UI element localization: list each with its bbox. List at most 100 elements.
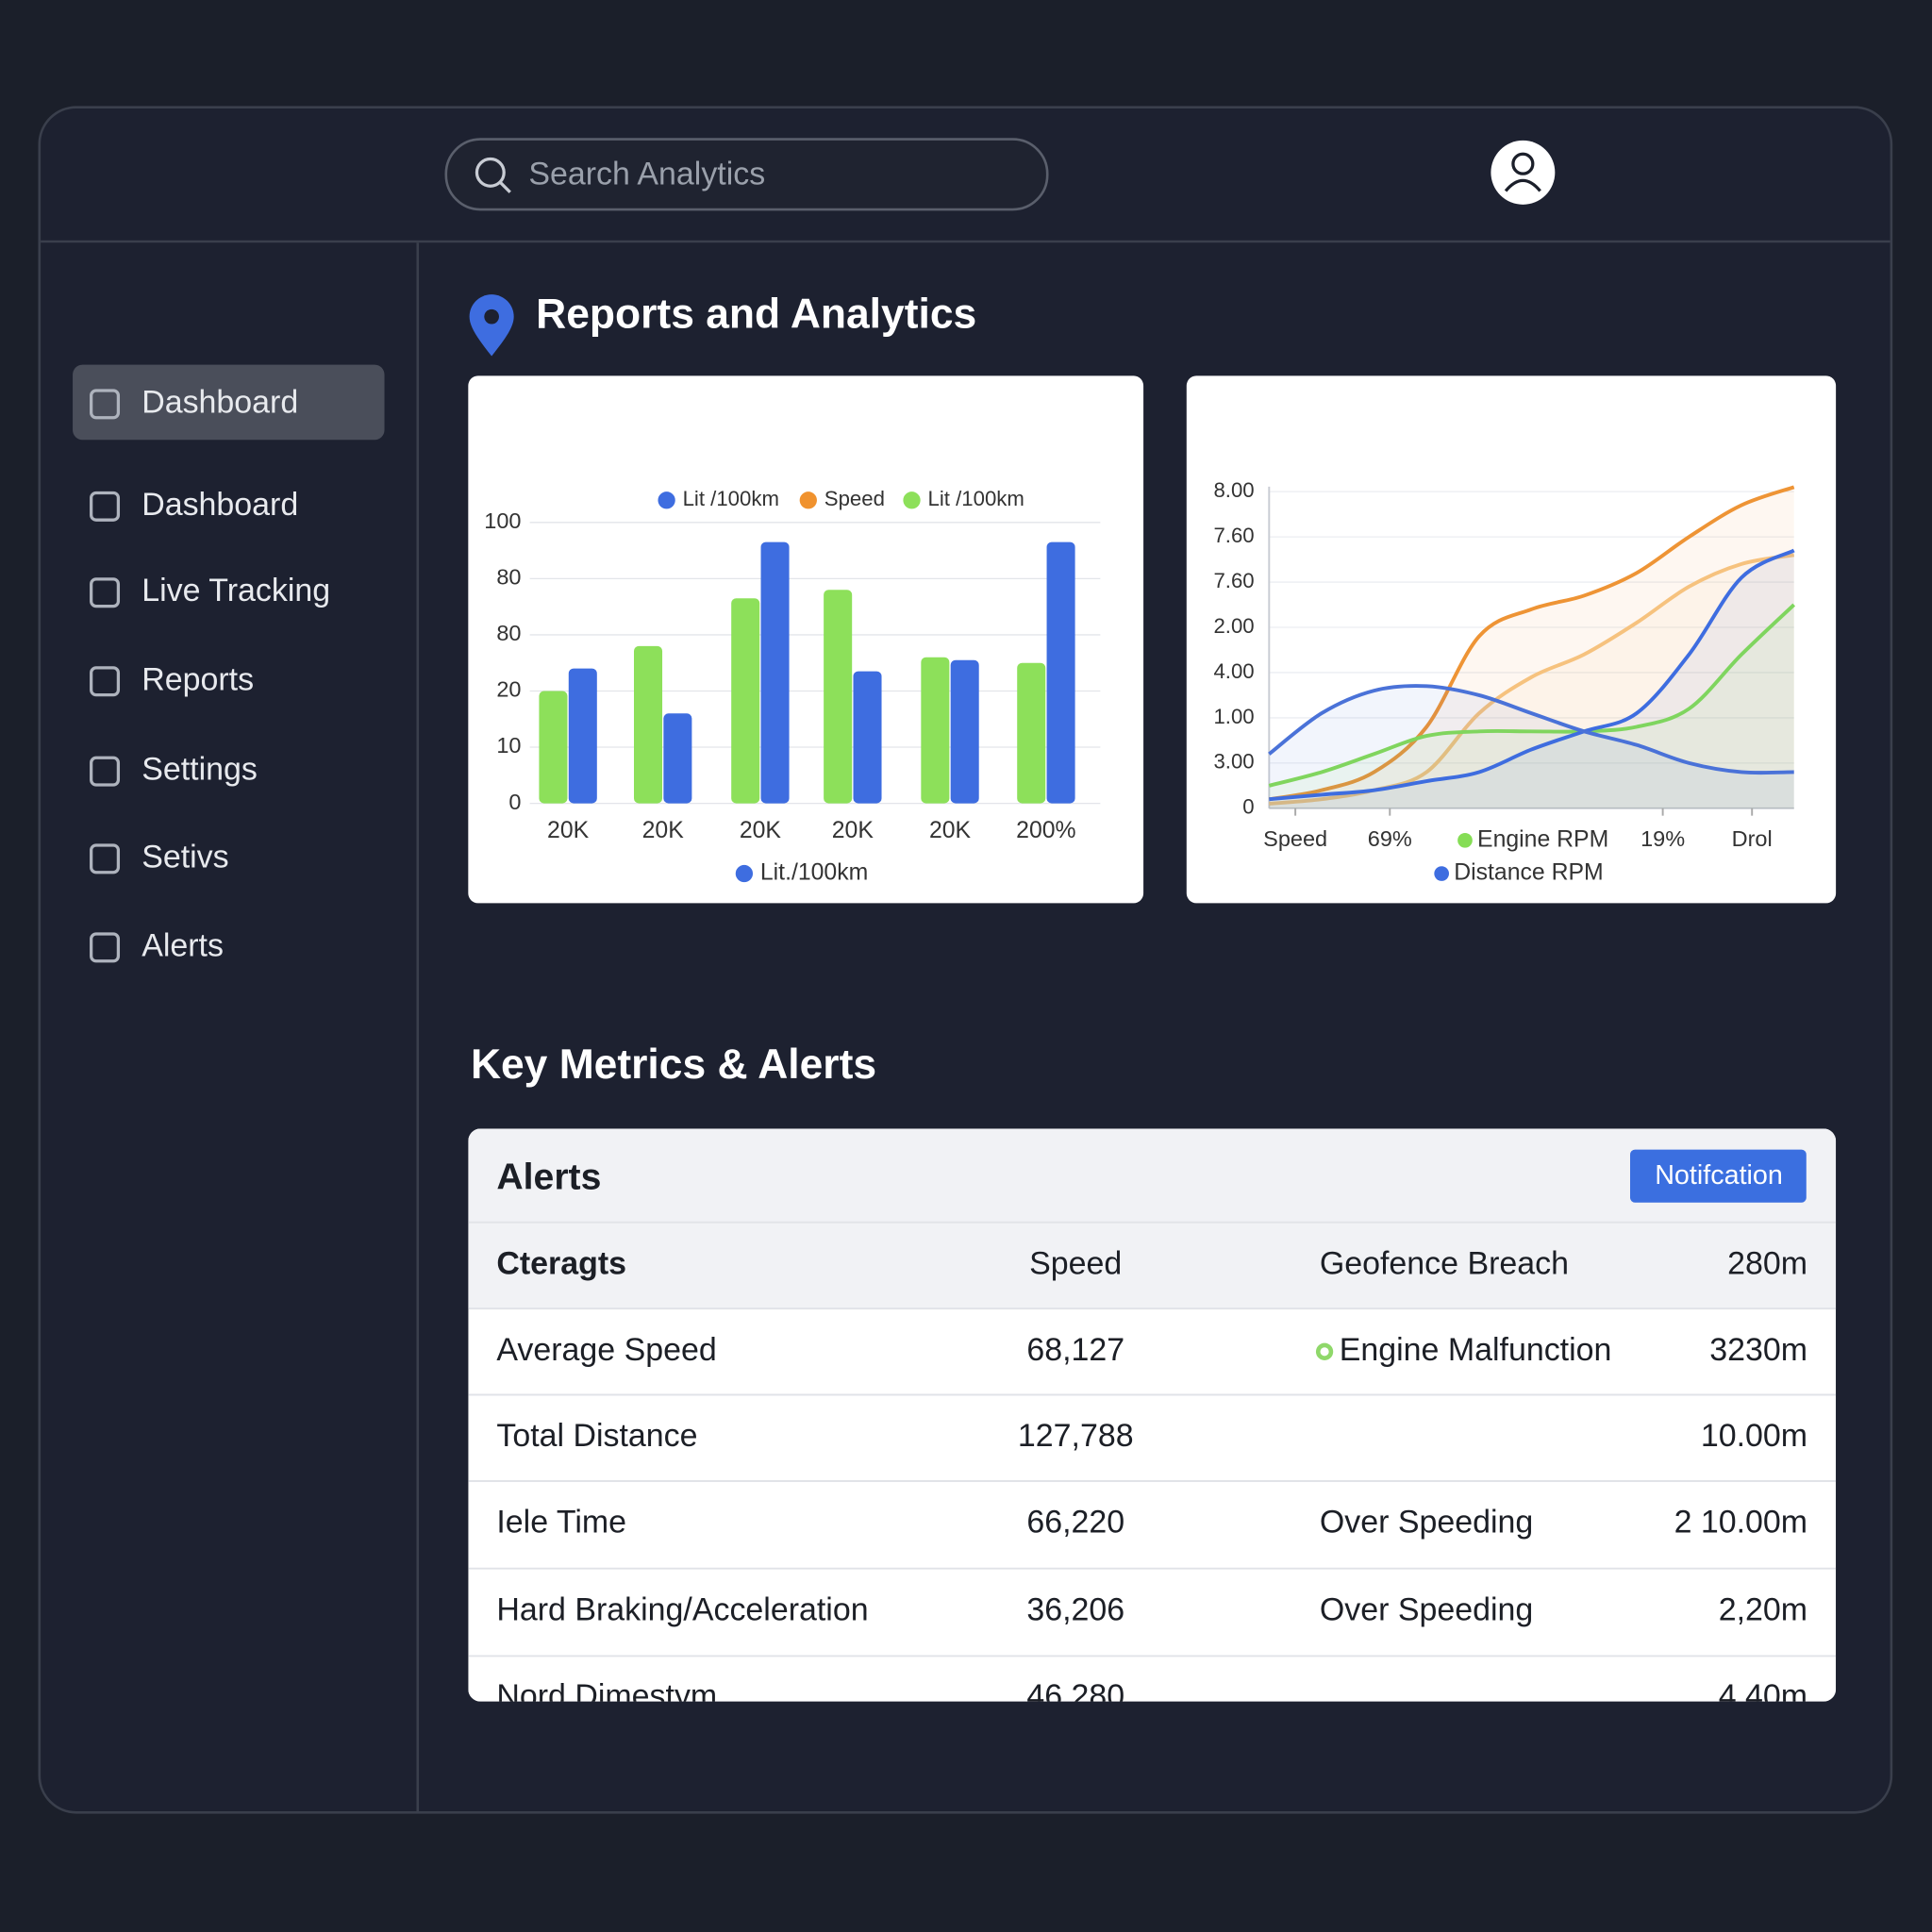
line-area [1269,605,1794,808]
legend-marker [1457,832,1473,848]
search-icon-handle [499,181,511,193]
sidebar-label[interactable]: Alerts [142,927,224,963]
sidebar-item[interactable]: Settings [90,752,258,788]
sidebar-item[interactable]: Dashboard [90,487,299,523]
y-tick-label: 0 [508,790,521,814]
sidebar-item[interactable]: Live Tracking [90,573,331,608]
table-cell: Average Speed [496,1332,716,1368]
sidebar-active[interactable] [73,364,385,441]
bar [1046,541,1075,804]
y-tick-label: 0 [1242,795,1254,819]
table-cell: Engine Malfunction [1340,1332,1612,1368]
y-tick-label: 100 [484,508,521,533]
sidebar-label[interactable]: Setivs [142,839,228,874]
table-cell: 127,788 [1018,1418,1134,1454]
table-cell: Iele Time [496,1505,626,1541]
x-label-marker [735,864,754,883]
status-icon-inner [1320,1347,1329,1357]
x-tick-label: 20K [832,818,874,843]
search-placeholder: Search Analytics [528,157,765,192]
x-tick-label: 20K [929,818,972,843]
table-cell: 36,206 [1026,1591,1124,1627]
table-cell: 4.40m [1719,1678,1807,1714]
table-cell: Speed [1029,1245,1122,1281]
sidebar-item[interactable]: Dashboard [90,384,299,420]
line-series [1268,684,1794,775]
bar [760,541,790,804]
legend-marker [658,491,675,509]
x-tick-label: 20K [642,818,685,843]
x-axis-label: Lit./100km [760,860,868,886]
bar [539,691,568,804]
table-cell: Total Distance [496,1418,697,1454]
sidebar-icon [90,389,121,420]
line-area [1269,487,1794,808]
y-tick-label: 3.00 [1213,750,1254,774]
bar [634,645,663,804]
bar [731,598,760,804]
notification-button[interactable] [1630,1149,1807,1203]
x-tick-label: 69% [1368,826,1412,851]
y-tick-label: 1.00 [1213,705,1254,728]
sidebar-label[interactable]: Dashboard [142,384,298,420]
x-tick-label: 20K [547,818,590,843]
x-tick-label: 20K [740,818,782,843]
x-tick-label: 19% [1641,826,1685,851]
table-title: Alerts [496,1157,601,1197]
sidebar-label[interactable]: Reports [142,661,254,697]
table-cell: Nord Dimestym [496,1678,717,1714]
section-title: Reports and Analytics [536,291,976,337]
sidebar-icon [90,756,121,787]
sidebar-label[interactable]: Live Tracking [142,573,330,608]
y-tick-label: 20 [496,677,521,702]
avatar[interactable] [1491,140,1556,205]
y-tick-label: 80 [496,565,521,590]
line-chart-card [1186,375,1837,904]
sidebar-item[interactable]: Setivs [90,839,229,874]
pin-icon [469,294,514,357]
table-head [468,1128,1837,1309]
bar [853,671,882,804]
table-cell: Over Speeding [1320,1591,1533,1627]
bar [568,668,597,804]
table-cell: 10.00m [1701,1418,1807,1454]
table-cell: Hard Braking/Acceleration [496,1591,868,1627]
sidebar-item[interactable]: Reports [90,661,254,697]
sidebar-icon [90,932,121,963]
sidebar-icon [90,843,121,874]
sidebar-label[interactable]: Settings [142,752,258,788]
x-tick-label: Drol [1732,826,1773,851]
table-cell: Cteragts [496,1245,626,1281]
bar [921,657,950,804]
sidebar-label[interactable]: Dashboard [142,487,298,523]
search-box[interactable] [444,138,1049,211]
y-tick-label: 8.00 [1213,478,1254,502]
sidebar-icon [90,666,121,697]
notification-button-label[interactable]: Notifcation [1655,1160,1783,1191]
line-series [1268,603,1796,788]
metrics-title: Key Metrics & Alerts [471,1041,876,1088]
line-series [1269,548,1795,802]
table-cell: Over Speeding [1320,1505,1533,1541]
alerts-table: Alerts Notifcation Cteragts Speed Geofence… [468,1128,1837,1714]
legend-marker [799,491,817,509]
y-tick-label: 10 [496,733,521,758]
x-tick-label: Speed [1263,826,1327,851]
table-cell: 2 10.00m [1674,1505,1808,1541]
bar [824,590,853,804]
pin-icon-hole [484,308,499,325]
table-cell: 66,220 [1026,1505,1124,1541]
bar [1017,662,1046,804]
y-tick-label: 4.00 [1213,659,1254,683]
legend-label: Lit /100km [683,487,779,510]
avatar-head [1511,152,1535,175]
legend-marker [903,491,921,509]
y-tick-label: 7.60 [1213,569,1254,592]
sidebar-item[interactable]: Alerts [90,927,224,963]
table-cell: 2,20m [1719,1591,1807,1627]
bar [950,659,979,804]
legend-label: Distance RPM [1454,860,1603,886]
y-tick-label: 2.00 [1213,614,1254,638]
